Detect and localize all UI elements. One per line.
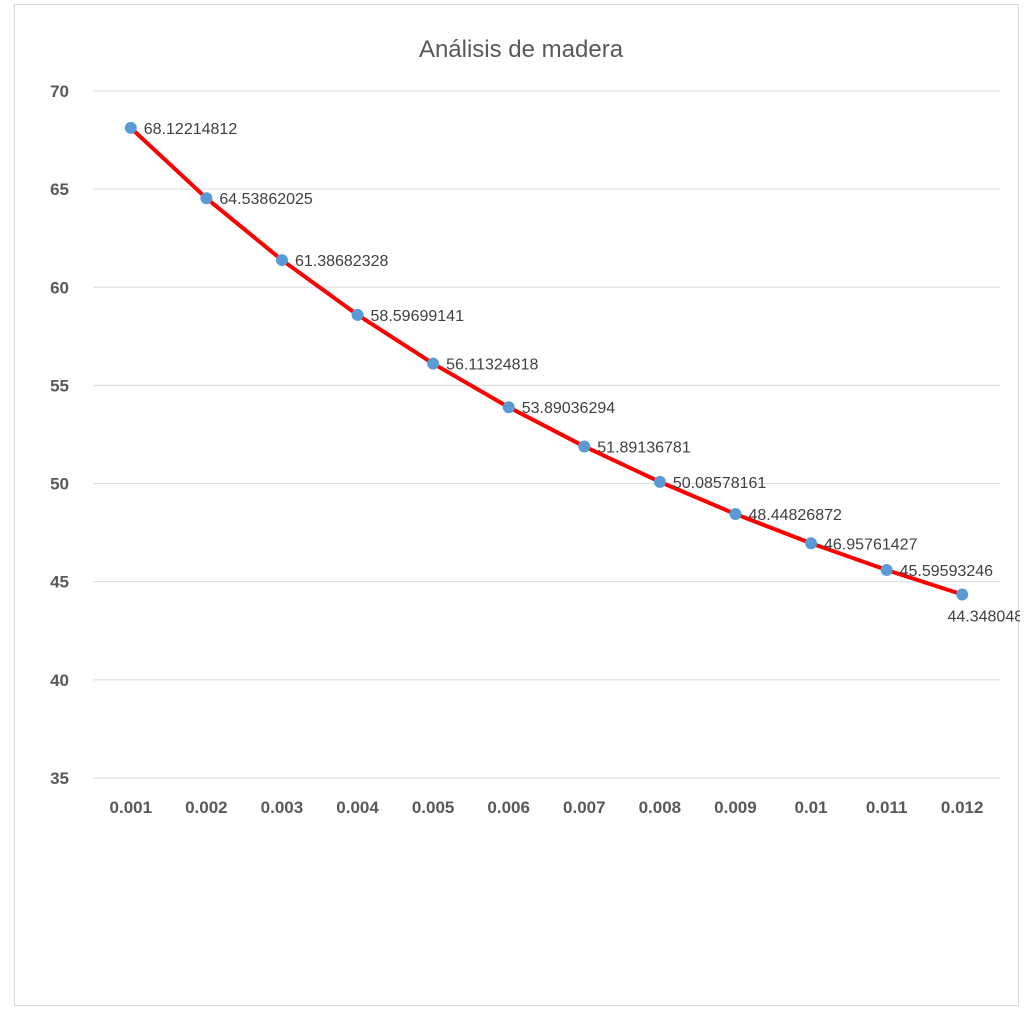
data-point bbox=[427, 357, 440, 370]
data-point bbox=[275, 254, 288, 267]
x-tick-label: 0.004 bbox=[336, 798, 379, 817]
data-point bbox=[124, 121, 137, 134]
series-line-layer bbox=[128, 125, 965, 597]
x-tick-label: 0.007 bbox=[563, 798, 606, 817]
x-tick-label: 0.003 bbox=[261, 798, 304, 817]
x-tick-label: 0.005 bbox=[412, 798, 455, 817]
x-tick-label: 0.012 bbox=[941, 798, 984, 817]
data-label: 56.11324818 bbox=[446, 357, 538, 374]
gridlines bbox=[93, 90, 1000, 779]
data-point bbox=[805, 537, 818, 550]
x-tick-label: 0.009 bbox=[714, 798, 757, 817]
x-tick-label: 0.01 bbox=[794, 798, 827, 817]
y-tick-label: 40 bbox=[50, 671, 69, 690]
x-tick-label: 0.001 bbox=[110, 798, 153, 817]
y-tick-label: 50 bbox=[50, 475, 69, 494]
data-points bbox=[124, 121, 969, 601]
data-label: 64.53862025 bbox=[219, 191, 313, 208]
data-label: 58.59699141 bbox=[371, 308, 465, 325]
data-label: 45.59593246 bbox=[900, 563, 994, 580]
chart-title: Análisis de madera bbox=[419, 36, 624, 63]
data-label: 68.12214812 bbox=[144, 121, 238, 138]
x-tick-label: 0.008 bbox=[639, 798, 682, 817]
series-line bbox=[128, 125, 965, 597]
data-point bbox=[956, 588, 969, 601]
y-tick-label: 45 bbox=[50, 573, 69, 592]
y-tick-label: 55 bbox=[50, 376, 69, 395]
data-point bbox=[502, 401, 515, 414]
data-label: 53.89036294 bbox=[522, 400, 616, 417]
data-point bbox=[729, 508, 742, 521]
data-label: 48.44826872 bbox=[748, 507, 842, 524]
data-point bbox=[653, 475, 666, 488]
y-tick-label: 35 bbox=[50, 769, 69, 788]
data-point bbox=[351, 308, 364, 321]
data-label: 50.08578161 bbox=[673, 475, 767, 492]
data-label: 51.89136781 bbox=[597, 439, 691, 456]
x-tick-label: 0.002 bbox=[185, 798, 228, 817]
data-labels: 68.12214812 64.53862025 61.38682328 58.5969… bbox=[144, 121, 1020, 626]
y-tick-label: 60 bbox=[50, 278, 69, 297]
data-point bbox=[200, 192, 213, 205]
x-tick-label: 0.011 bbox=[866, 798, 908, 817]
data-point bbox=[578, 440, 591, 453]
data-label: 46.95761427 bbox=[824, 536, 918, 553]
data-label: 44.34804878 bbox=[947, 609, 1020, 626]
x-tick-label: 0.006 bbox=[487, 798, 530, 817]
line-chart: Análisis de madera 35 40 45 50 55 60 65 70 0.00… bbox=[50, 36, 1020, 817]
x-axis: 0.001 0.002 0.003 0.004 0.005 0.006 0.007 0.008… bbox=[110, 798, 984, 817]
y-tick-label: 70 bbox=[50, 82, 69, 101]
data-label: 61.38682328 bbox=[295, 253, 389, 270]
chart-area: Análisis de madera 35 40 45 50 55 60 65 70 0.00… bbox=[14, 4, 1020, 1006]
data-point bbox=[880, 564, 893, 577]
y-tick-label: 65 bbox=[50, 180, 69, 199]
y-axis: 35 40 45 50 55 60 65 70 bbox=[50, 82, 69, 788]
